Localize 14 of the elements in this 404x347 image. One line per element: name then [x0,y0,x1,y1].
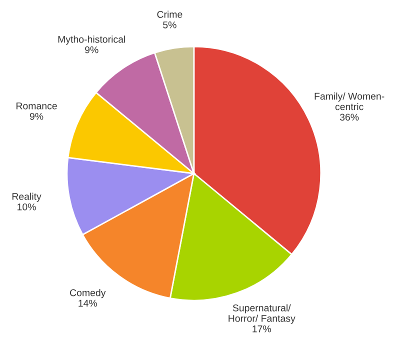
data-label: 5% [163,22,176,28]
slice-label: Supernatural/ Horror/ Fantasy [228,304,296,324]
data-label: 9% [85,46,98,54]
slice-label: Reality [12,192,42,202]
data-label: 14% [78,300,98,307]
slice-label: Romance [16,102,57,110]
slice-label: Comedy [70,289,106,298]
data-label: 9% [30,112,44,120]
slice-label: Mytho-historical [58,36,126,45]
data-label: 36% [340,114,359,121]
data-label: 10% [18,203,36,210]
slice-label: Crime [157,10,182,18]
slice-label: Family/ Women- centric [314,92,384,110]
data-label: 17% [252,325,272,332]
